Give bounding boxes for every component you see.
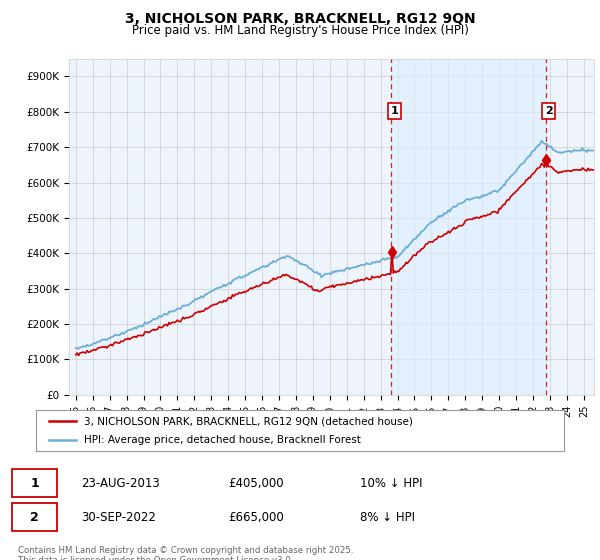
Text: 1: 1 bbox=[30, 477, 39, 489]
Text: £665,000: £665,000 bbox=[228, 511, 284, 524]
Text: 8% ↓ HPI: 8% ↓ HPI bbox=[360, 511, 415, 524]
Text: 30-SEP-2022: 30-SEP-2022 bbox=[81, 511, 156, 524]
Text: 2: 2 bbox=[545, 106, 553, 116]
Text: £405,000: £405,000 bbox=[228, 477, 284, 489]
Text: 3, NICHOLSON PARK, BRACKNELL, RG12 9QN (detached house): 3, NICHOLSON PARK, BRACKNELL, RG12 9QN (… bbox=[83, 417, 412, 426]
Bar bbox=[391, 59, 546, 395]
Text: 10% ↓ HPI: 10% ↓ HPI bbox=[360, 477, 422, 489]
FancyBboxPatch shape bbox=[12, 503, 57, 531]
Text: 23-AUG-2013: 23-AUG-2013 bbox=[81, 477, 160, 489]
Text: Price paid vs. HM Land Registry's House Price Index (HPI): Price paid vs. HM Land Registry's House … bbox=[131, 24, 469, 37]
FancyBboxPatch shape bbox=[12, 469, 57, 497]
Text: Contains HM Land Registry data © Crown copyright and database right 2025.
This d: Contains HM Land Registry data © Crown c… bbox=[18, 546, 353, 560]
Text: 2: 2 bbox=[30, 511, 39, 524]
Text: 1: 1 bbox=[391, 106, 398, 116]
Text: HPI: Average price, detached house, Bracknell Forest: HPI: Average price, detached house, Brac… bbox=[83, 435, 361, 445]
Text: 3, NICHOLSON PARK, BRACKNELL, RG12 9QN: 3, NICHOLSON PARK, BRACKNELL, RG12 9QN bbox=[125, 12, 475, 26]
